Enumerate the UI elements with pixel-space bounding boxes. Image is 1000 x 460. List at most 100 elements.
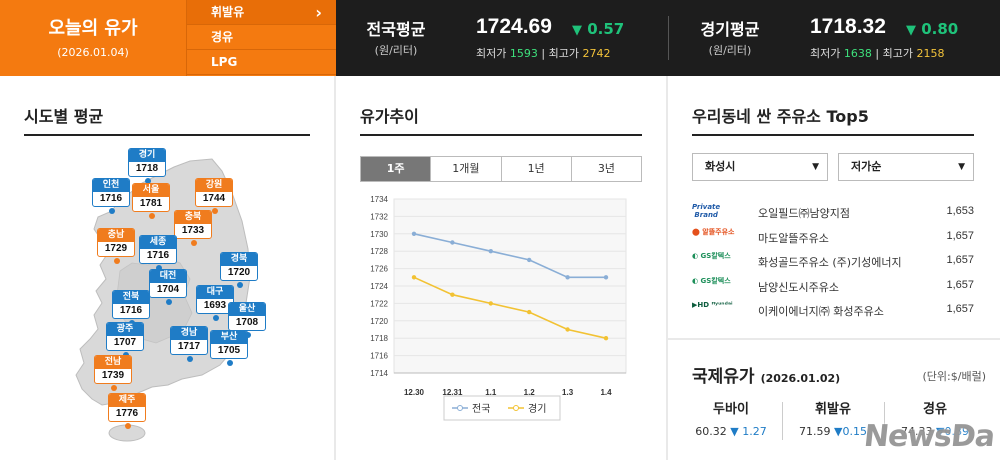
y-tick-label: 1714 [370, 369, 388, 378]
national-delta-value: 0.57 [587, 20, 625, 38]
legend-marker [457, 405, 463, 411]
fuel-type-nav: 휘발유 › 경유 LPG [186, 0, 336, 76]
brand-logo-icon: ◐ GS칼텍스 [692, 276, 731, 285]
national-price: 1724.69 [476, 15, 552, 38]
station-price: 1,653 [946, 205, 974, 217]
station-row[interactable]: ▶HD ᴴʸᵘⁿᵈᵃⁱ 이케이에너지㈜ 화성주유소 1,657 [692, 298, 974, 323]
tab-3-years[interactable]: 3년 [570, 157, 641, 181]
station-name: 이케이에너지㈜ 화성주유소 [758, 305, 884, 318]
city-badge[interactable]: 전북 1716 [112, 290, 150, 319]
period-tabs: 1주 1개월 1년 3년 [360, 156, 642, 182]
min-value: 1593 [509, 47, 538, 60]
crude-name: 경유 [923, 402, 947, 417]
city-badge[interactable]: 서울 1781 [132, 183, 170, 212]
tab-1-month[interactable]: 1개월 [430, 157, 501, 181]
city-badge[interactable]: 세종 1716 [139, 235, 177, 264]
brand-logo-icon: ⬤ 알뜰주유소 [692, 227, 735, 236]
legend-label: 전국 [472, 403, 490, 415]
city-badge[interactable]: 전남 1739 [94, 355, 132, 384]
station-row[interactable]: ⬤ 알뜰주유소 마도알뜰주유소 1,657 [692, 225, 974, 250]
series-line-0 [413, 233, 606, 279]
crude-delta: ▼ 1.27 [730, 425, 767, 438]
fuel-tab-gasoline[interactable]: 휘발유 › [187, 0, 336, 25]
city-name: 전북 [113, 291, 149, 304]
intl-unit: (단위:$/배럴) [922, 370, 986, 383]
city-badge[interactable]: 대구 1693 [196, 285, 234, 314]
chart-legend: 전국 경기 [443, 395, 561, 421]
data-point [527, 309, 532, 315]
station-price: 1,657 [946, 303, 974, 315]
city-badge[interactable]: 충남 1729 [97, 228, 135, 257]
tab-1-year[interactable]: 1년 [500, 157, 571, 181]
brand-logo-icon: Private Brand [692, 203, 721, 219]
map-pin-icon [187, 356, 193, 362]
city-price: 1739 [101, 370, 125, 381]
city-badge[interactable]: 광주 1707 [106, 322, 144, 351]
region-select-value: 화성시 [705, 160, 736, 173]
fuel-tab-diesel[interactable]: 경유 [187, 25, 336, 50]
max-value: 2742 [582, 47, 611, 60]
data-point [565, 275, 570, 280]
crude-delta: ▼0.89 [936, 425, 969, 438]
city-badge[interactable]: 울산 1708 [228, 302, 266, 331]
y-tick-label: 1722 [370, 299, 388, 308]
sort-select[interactable]: 저가순 ▼ [838, 153, 974, 181]
data-point [603, 336, 609, 341]
today-date: (2026.01.04) [57, 46, 129, 59]
regional-average-panel: 시도별 평균 경기 1718 인천 1716 서울 1781 강원 1744 충북 1733 충남 1… [0, 76, 334, 460]
watermark-logo: NewsDa [861, 419, 996, 454]
station-price: 1,657 [946, 278, 974, 291]
map-pin-icon [213, 315, 219, 321]
regional-title: 시도별 평균 [24, 107, 104, 126]
city-badge[interactable]: 제주 1776 [108, 393, 146, 422]
city-badge[interactable]: 강원 1744 [195, 178, 233, 207]
data-point [488, 301, 493, 306]
city-name: 대구 [197, 286, 233, 299]
city-badge[interactable]: 대전 1704 [149, 269, 187, 298]
stat-divider [668, 16, 669, 60]
intl-date: (2026.01.02) [760, 372, 841, 385]
intl-title: 국제유가 (2026.01.02) [692, 362, 840, 387]
station-price: 1,657 [946, 229, 974, 242]
city-badge[interactable]: 인천 1716 [92, 178, 130, 207]
legend-marker [513, 405, 519, 411]
crude-price: 60.32 [695, 425, 727, 438]
station-row[interactable]: ◐ GS칼텍스 화성골드주유소 (주)기성에너지 1,657 [692, 249, 974, 274]
city-name: 충남 [98, 229, 134, 242]
city-badge[interactable]: 경기 1718 [128, 148, 166, 177]
city-badge[interactable]: 충북 1733 [174, 210, 212, 239]
city-price: 1733 [181, 225, 205, 236]
today-price-box: 오늘의 유가 (2026.01.04) [0, 0, 186, 76]
down-arrow-icon: ▼ [572, 23, 582, 38]
divider [782, 402, 783, 440]
tab-1-week[interactable]: 1주 [361, 157, 431, 181]
station-row[interactable]: Private Brand 오일필드㈜남양지점 1,653 [692, 200, 974, 225]
fuel-tab-label: LPG [211, 55, 238, 69]
city-badge[interactable]: 부산 1705 [210, 330, 248, 359]
crude-gasoline: 휘발유 71.59 ▼0.15 [788, 398, 878, 438]
y-tick-label: 1726 [370, 265, 388, 274]
fuel-tab-lpg[interactable]: LPG [187, 50, 336, 75]
national-minmax: 최저가 1593 | 최고가 2742 [476, 45, 610, 61]
city-price: 1744 [202, 193, 226, 204]
data-point [450, 292, 455, 297]
max-value: 2158 [916, 47, 945, 60]
gyeonggi-average: 경기평균 (원/리터) 1718.32 ▼ 0.80 최저가 1638 | 최고… [690, 0, 990, 76]
separator: | [541, 47, 546, 60]
city-name: 서울 [133, 184, 169, 197]
map-pin-icon [166, 299, 172, 305]
trend-chart-svg: 1714 1716 1718 1720 1722 1724 1726 1728 1730 1732… [370, 195, 627, 421]
crude-value: 60.32 ▼ 1.27 [686, 425, 776, 438]
city-badge[interactable]: 경남 1717 [170, 326, 208, 355]
x-tick-label: 12.31 [442, 388, 463, 397]
data-point [565, 327, 570, 332]
down-arrow-icon: ▼ [906, 23, 916, 38]
min-value: 1638 [843, 47, 872, 60]
crude-name: 휘발유 [815, 402, 851, 417]
y-tick-label: 1720 [370, 317, 388, 326]
crude-price: 71.59 [799, 425, 831, 438]
region-select[interactable]: 화성시 ▼ [692, 153, 828, 181]
city-badge[interactable]: 경북 1720 [220, 252, 258, 281]
station-row[interactable]: ◐ GS칼텍스 남양신도시주유소 1,657 [692, 274, 974, 299]
fuel-tab-label: 휘발유 [211, 5, 245, 19]
